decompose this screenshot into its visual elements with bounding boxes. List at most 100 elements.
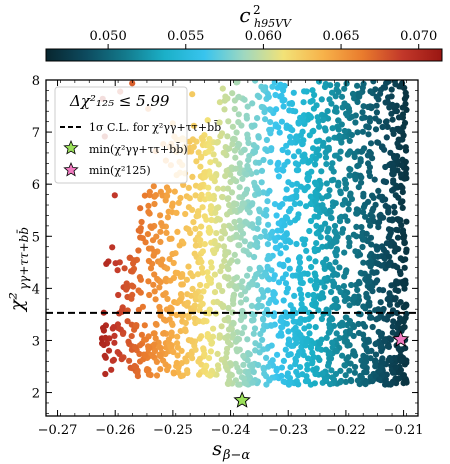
data-point: [385, 262, 391, 268]
data-point: [286, 379, 292, 385]
data-point: [201, 169, 207, 175]
data-point: [352, 119, 358, 125]
data-point: [297, 259, 303, 265]
data-point: [266, 377, 272, 383]
data-point: [149, 246, 155, 252]
data-point: [387, 356, 393, 362]
y-tick-label: 4: [32, 282, 40, 297]
colorbar-bar: [46, 49, 442, 61]
data-point: [190, 136, 196, 142]
data-point: [243, 296, 249, 302]
data-point: [177, 195, 183, 201]
data-point: [240, 353, 246, 359]
data-point: [208, 348, 214, 354]
data-point: [398, 367, 404, 373]
data-point: [219, 323, 225, 329]
data-point: [366, 124, 372, 130]
data-point: [189, 207, 195, 213]
data-point: [227, 260, 233, 266]
data-point: [225, 339, 231, 345]
data-point: [374, 247, 380, 253]
data-point: [251, 142, 257, 148]
data-point: [263, 213, 269, 219]
data-point: [389, 102, 395, 108]
data-point: [298, 272, 304, 278]
data-point: [187, 230, 193, 236]
data-point: [279, 201, 285, 207]
data-point: [336, 264, 342, 270]
data-point: [198, 294, 204, 300]
data-point: [276, 173, 282, 179]
data-point: [154, 322, 160, 328]
data-point: [327, 264, 333, 270]
data-point: [343, 379, 349, 385]
data-point: [267, 130, 273, 136]
data-point: [196, 372, 202, 378]
data-point: [259, 104, 265, 110]
data-point: [400, 281, 406, 287]
data-point: [247, 266, 253, 272]
data-point: [300, 129, 306, 135]
data-point: [206, 136, 212, 142]
colorbar-ticks: 0.050 0.055 0.060 0.065 0.070: [90, 29, 438, 49]
y-tick-label: 3: [32, 334, 40, 349]
data-point: [300, 141, 306, 147]
data-point: [284, 289, 290, 295]
data-point: [293, 160, 299, 166]
colorbar-tick-label: 0.070: [400, 29, 437, 44]
data-point: [402, 324, 408, 330]
data-point: [137, 205, 143, 211]
data-point: [128, 268, 134, 274]
data-point: [363, 354, 369, 360]
data-point: [260, 346, 266, 352]
y-axis-label: χ² γγ+ττ+bb̄: [6, 227, 31, 313]
data-point: [280, 275, 286, 281]
data-point: [222, 94, 228, 100]
data-point: [235, 119, 241, 125]
data-point: [208, 217, 214, 223]
data-point: [236, 141, 242, 147]
data-point: [244, 172, 250, 178]
data-point: [360, 332, 366, 338]
data-point: [106, 348, 112, 354]
data-point: [374, 260, 380, 266]
y-tick-label: 5: [32, 230, 40, 245]
data-point: [297, 265, 303, 271]
data-point: [314, 102, 320, 108]
data-point: [353, 210, 359, 216]
data-point: [167, 343, 173, 349]
data-point: [223, 251, 229, 257]
data-point: [391, 155, 397, 161]
data-point: [331, 303, 337, 309]
data-point: [103, 261, 109, 267]
data-point: [217, 268, 223, 274]
data-point: [323, 256, 329, 262]
data-point: [284, 373, 290, 379]
data-point: [242, 380, 248, 386]
data-point: [139, 219, 145, 225]
data-point: [283, 245, 289, 251]
data-point: [137, 228, 143, 234]
data-point: [312, 380, 318, 386]
data-point: [314, 207, 320, 213]
data-point: [171, 370, 177, 376]
data-point: [236, 94, 242, 100]
data-point: [351, 350, 357, 356]
data-point: [380, 215, 386, 221]
data-point: [312, 246, 318, 252]
data-point: [213, 230, 219, 236]
colorbar: c 2 h95VV 0.050 0.055 0.060 0.065 0.070: [46, 3, 442, 61]
data-point: [396, 346, 402, 352]
data-point: [226, 146, 232, 152]
data-point: [373, 126, 379, 132]
data-point: [269, 84, 275, 90]
data-point: [381, 316, 387, 322]
data-point: [274, 167, 280, 173]
data-point: [293, 336, 299, 342]
data-point: [239, 278, 245, 284]
data-point: [332, 259, 338, 265]
data-point: [234, 234, 240, 240]
data-point: [366, 274, 372, 280]
data-point: [111, 324, 117, 330]
x-tick-label: −0.25: [153, 423, 193, 438]
